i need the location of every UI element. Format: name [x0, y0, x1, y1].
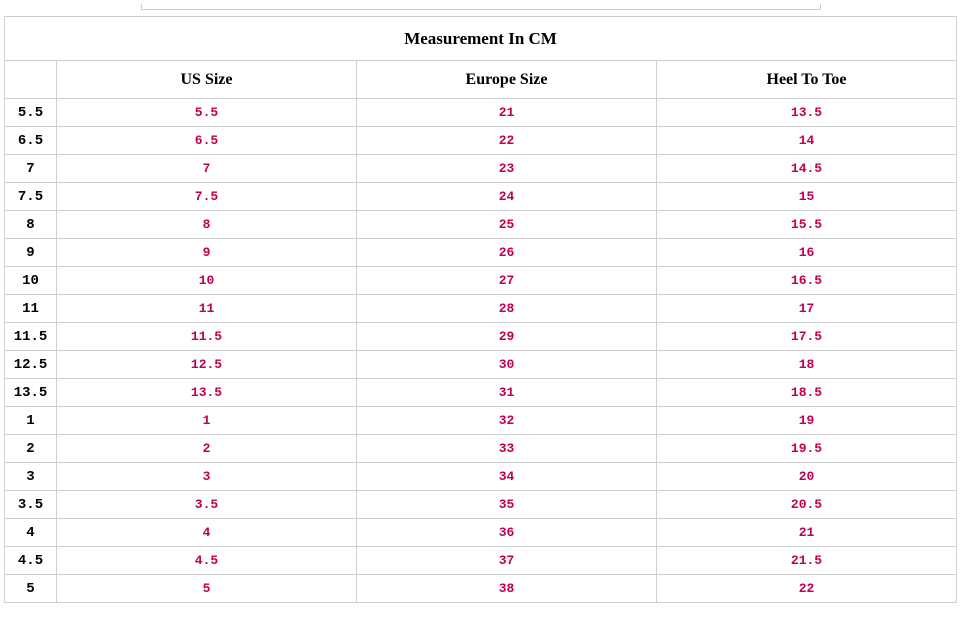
cell-us-size: 4 — [57, 519, 357, 547]
cell-europe-size: 34 — [357, 463, 657, 491]
table-row: 992616 — [5, 239, 957, 267]
row-header: 11.5 — [5, 323, 57, 351]
cell-heel-to-toe: 20.5 — [657, 491, 957, 519]
cell-heel-to-toe: 18.5 — [657, 379, 957, 407]
row-header: 8 — [5, 211, 57, 239]
cell-us-size: 8 — [57, 211, 357, 239]
cell-europe-size: 25 — [357, 211, 657, 239]
cell-europe-size: 37 — [357, 547, 657, 575]
row-header: 6.5 — [5, 127, 57, 155]
table-row: 223319.5 — [5, 435, 957, 463]
cell-europe-size: 30 — [357, 351, 657, 379]
cell-us-size: 7 — [57, 155, 357, 183]
table-row: 553822 — [5, 575, 957, 603]
table-corner-blank — [5, 61, 57, 99]
cell-heel-to-toe: 19.5 — [657, 435, 957, 463]
cell-heel-to-toe: 21 — [657, 519, 957, 547]
cell-us-size: 11 — [57, 295, 357, 323]
cell-europe-size: 23 — [357, 155, 657, 183]
table-row: 3.53.53520.5 — [5, 491, 957, 519]
row-header: 13.5 — [5, 379, 57, 407]
cell-us-size: 12.5 — [57, 351, 357, 379]
row-header: 12.5 — [5, 351, 57, 379]
cell-heel-to-toe: 19 — [657, 407, 957, 435]
cell-us-size: 3 — [57, 463, 357, 491]
table-row: 13.513.53118.5 — [5, 379, 957, 407]
cell-europe-size: 27 — [357, 267, 657, 295]
cell-europe-size: 33 — [357, 435, 657, 463]
row-header: 1 — [5, 407, 57, 435]
table-row: 333420 — [5, 463, 957, 491]
col-header-europe-size: Europe Size — [357, 61, 657, 99]
table-row: 5.55.52113.5 — [5, 99, 957, 127]
size-chart-container: Measurement In CM US Size Europe Size He… — [0, 0, 961, 611]
table-row: 11.511.52917.5 — [5, 323, 957, 351]
cell-europe-size: 35 — [357, 491, 657, 519]
cell-europe-size: 38 — [357, 575, 657, 603]
table-row: 10102716.5 — [5, 267, 957, 295]
measurement-table: Measurement In CM US Size Europe Size He… — [4, 16, 957, 603]
cell-europe-size: 31 — [357, 379, 657, 407]
table-row: 772314.5 — [5, 155, 957, 183]
col-header-us-size: US Size — [57, 61, 357, 99]
row-header: 3.5 — [5, 491, 57, 519]
cell-us-size: 3.5 — [57, 491, 357, 519]
row-header: 5 — [5, 575, 57, 603]
decorative-top-border — [141, 4, 821, 10]
table-row: 7.57.52415 — [5, 183, 957, 211]
cell-us-size: 1 — [57, 407, 357, 435]
row-header: 5.5 — [5, 99, 57, 127]
row-header: 3 — [5, 463, 57, 491]
row-header: 9 — [5, 239, 57, 267]
row-header: 2 — [5, 435, 57, 463]
cell-europe-size: 26 — [357, 239, 657, 267]
table-row: 4.54.53721.5 — [5, 547, 957, 575]
cell-europe-size: 28 — [357, 295, 657, 323]
table-row: 443621 — [5, 519, 957, 547]
cell-europe-size: 22 — [357, 127, 657, 155]
cell-heel-to-toe: 15 — [657, 183, 957, 211]
cell-heel-to-toe: 21.5 — [657, 547, 957, 575]
cell-heel-to-toe: 15.5 — [657, 211, 957, 239]
table-row: 113219 — [5, 407, 957, 435]
cell-heel-to-toe: 13.5 — [657, 99, 957, 127]
cell-us-size: 11.5 — [57, 323, 357, 351]
cell-us-size: 13.5 — [57, 379, 357, 407]
cell-us-size: 7.5 — [57, 183, 357, 211]
row-header: 4.5 — [5, 547, 57, 575]
cell-us-size: 5.5 — [57, 99, 357, 127]
cell-heel-to-toe: 16.5 — [657, 267, 957, 295]
cell-europe-size: 32 — [357, 407, 657, 435]
cell-europe-size: 36 — [357, 519, 657, 547]
cell-us-size: 9 — [57, 239, 357, 267]
cell-us-size: 4.5 — [57, 547, 357, 575]
cell-europe-size: 21 — [357, 99, 657, 127]
row-header: 7.5 — [5, 183, 57, 211]
cell-europe-size: 24 — [357, 183, 657, 211]
row-header: 10 — [5, 267, 57, 295]
cell-us-size: 5 — [57, 575, 357, 603]
table-row: 882515.5 — [5, 211, 957, 239]
table-row: 12.512.53018 — [5, 351, 957, 379]
table-body: 5.55.52113.5 6.56.52214 772314.5 7.57.52… — [5, 99, 957, 603]
cell-heel-to-toe: 20 — [657, 463, 957, 491]
cell-heel-to-toe: 16 — [657, 239, 957, 267]
cell-us-size: 6.5 — [57, 127, 357, 155]
cell-us-size: 10 — [57, 267, 357, 295]
cell-us-size: 2 — [57, 435, 357, 463]
cell-heel-to-toe: 22 — [657, 575, 957, 603]
table-title: Measurement In CM — [5, 17, 957, 61]
table-row: 6.56.52214 — [5, 127, 957, 155]
cell-heel-to-toe: 18 — [657, 351, 957, 379]
cell-heel-to-toe: 17 — [657, 295, 957, 323]
row-header: 11 — [5, 295, 57, 323]
table-row: 11112817 — [5, 295, 957, 323]
cell-heel-to-toe: 14 — [657, 127, 957, 155]
cell-europe-size: 29 — [357, 323, 657, 351]
row-header: 7 — [5, 155, 57, 183]
row-header: 4 — [5, 519, 57, 547]
cell-heel-to-toe: 14.5 — [657, 155, 957, 183]
cell-heel-to-toe: 17.5 — [657, 323, 957, 351]
col-header-heel-to-toe: Heel To Toe — [657, 61, 957, 99]
